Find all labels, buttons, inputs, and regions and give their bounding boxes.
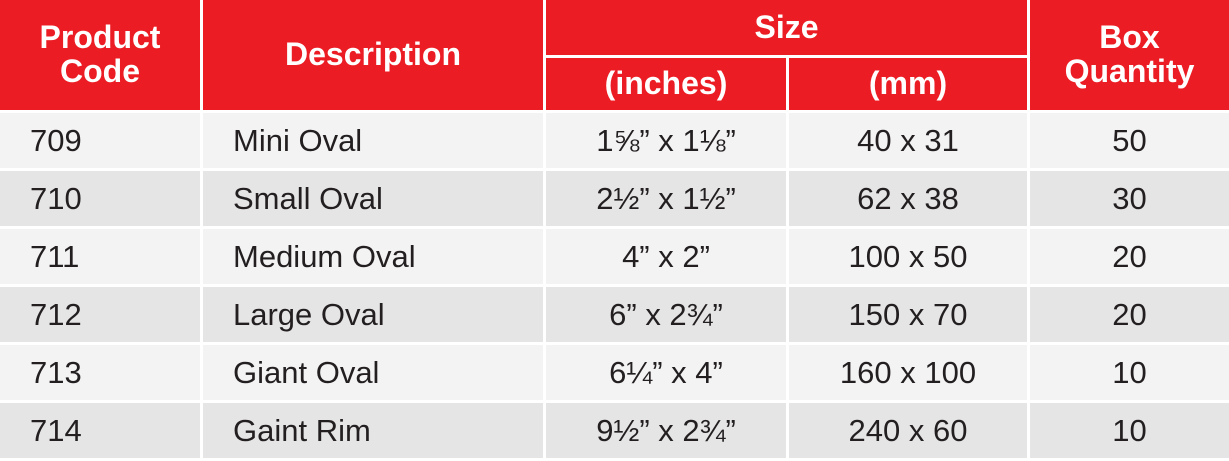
code-cell: 710 — [0, 171, 200, 226]
code-cell: 713 — [0, 345, 200, 400]
description-cell: Large Oval — [203, 287, 543, 342]
header-cell: (inches) — [546, 58, 786, 110]
header-cell: Size — [546, 0, 1027, 55]
inches-cell: 2½” x 1½” — [546, 171, 786, 226]
quantity-cell: 50 — [1030, 113, 1229, 168]
mm-cell: 150 x 70 — [789, 287, 1027, 342]
quantity-cell: 20 — [1030, 229, 1229, 284]
header-text: (inches) — [604, 65, 728, 102]
header-cell: Box Quantity — [1030, 0, 1229, 110]
header-text: (mm) — [868, 65, 948, 102]
header-text: Box Quantity — [1064, 19, 1195, 89]
mm-cell: 160 x 100 — [789, 345, 1027, 400]
header-text: Size — [754, 8, 819, 45]
description-cell: Gaint Rim — [203, 403, 543, 458]
inches-cell: 9½” x 2¾” — [546, 403, 786, 458]
description-cell: Mini Oval — [203, 113, 543, 168]
mm-cell: 40 x 31 — [789, 113, 1027, 168]
mm-cell: 62 x 38 — [789, 171, 1027, 226]
header-cell: Product Code — [0, 0, 200, 110]
inches-cell: 6” x 2¾” — [546, 287, 786, 342]
description-cell: Giant Oval — [203, 345, 543, 400]
quantity-cell: 20 — [1030, 287, 1229, 342]
quantity-cell: 30 — [1030, 171, 1229, 226]
description-cell: Medium Oval — [203, 229, 543, 284]
header-text: Product Code — [39, 19, 161, 89]
quantity-cell: 10 — [1030, 403, 1229, 458]
header-cell: Description — [203, 0, 543, 110]
code-cell: 709 — [0, 113, 200, 168]
mm-cell: 240 x 60 — [789, 403, 1027, 458]
code-cell: 712 — [0, 287, 200, 342]
header-text: Description — [284, 36, 462, 73]
header-cell: (mm) — [789, 58, 1027, 110]
mm-cell: 100 x 50 — [789, 229, 1027, 284]
description-cell: Small Oval — [203, 171, 543, 226]
inches-cell: 4” x 2” — [546, 229, 786, 284]
code-cell: 714 — [0, 403, 200, 458]
code-cell: 711 — [0, 229, 200, 284]
inches-cell: 6¼” x 4” — [546, 345, 786, 400]
inches-cell: 1⅝” x 1⅛” — [546, 113, 786, 168]
quantity-cell: 10 — [1030, 345, 1229, 400]
